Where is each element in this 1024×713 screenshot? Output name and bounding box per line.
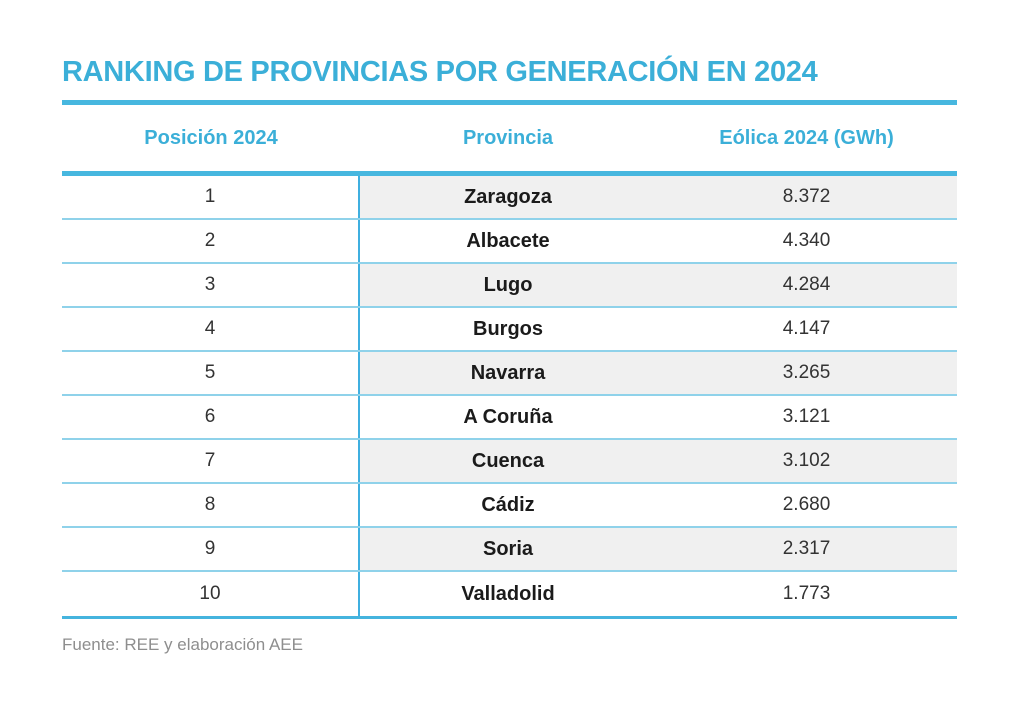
source-note: Fuente: REE y elaboración AEE — [62, 635, 303, 654]
table-row: 3 Lugo 4.284 — [62, 264, 957, 308]
figure-content: RANKING DE PROVINCIAS POR GENERACIÓN EN … — [62, 0, 957, 655]
table-row: 6 A Coruña 3.121 — [62, 396, 957, 440]
cell-position: 7 — [62, 440, 360, 482]
table-row: 5 Navarra 3.265 — [62, 352, 957, 396]
cell-position: 4 — [62, 308, 360, 350]
page-title: RANKING DE PROVINCIAS POR GENERACIÓN EN … — [62, 56, 818, 88]
cell-province: A Coruña — [463, 405, 553, 428]
title-underline-rule — [62, 100, 957, 105]
cell-generation: 1.773 — [782, 583, 831, 604]
column-header-generation: Eólica 2024 (GWh) — [719, 126, 894, 149]
cell-generation: 8.372 — [656, 176, 957, 218]
cell-position: 5 — [62, 352, 360, 394]
cell-generation: 4.340 — [782, 230, 831, 251]
cell-position: 10 — [62, 572, 360, 616]
cell-province: Lugo — [360, 264, 656, 306]
cell-province: Soria — [360, 528, 656, 570]
cell-position: 8 — [62, 484, 360, 526]
cell-position: 1 — [62, 176, 360, 218]
cell-province: Navarra — [360, 352, 656, 394]
column-header-position: Posición 2024 — [144, 126, 278, 149]
table-header-row: Posición 2024 Provincia Eólica 2024 (GWh… — [62, 105, 957, 171]
cell-generation: 4.147 — [782, 318, 831, 339]
cell-position: 6 — [62, 396, 360, 438]
table-row: 4 Burgos 4.147 — [62, 308, 957, 352]
cell-generation: 4.284 — [656, 264, 957, 306]
cell-generation: 3.102 — [656, 440, 957, 482]
table-row: 2 Albacete 4.340 — [62, 220, 957, 264]
column-header-province: Provincia — [462, 126, 554, 149]
cell-generation: 3.265 — [656, 352, 957, 394]
cell-province: Valladolid — [461, 582, 555, 605]
cell-province: Cádiz — [481, 493, 535, 516]
cell-province: Cuenca — [360, 440, 656, 482]
cell-generation: 2.680 — [782, 494, 831, 515]
table-row: 7 Cuenca 3.102 — [62, 440, 957, 484]
table-row: 1 Zaragoza 8.372 — [62, 176, 957, 220]
cell-province: Zaragoza — [360, 176, 656, 218]
cell-position: 9 — [62, 528, 360, 570]
ranking-table: Posición 2024 Provincia Eólica 2024 (GWh… — [62, 105, 957, 619]
table-row: 9 Soria 2.317 — [62, 528, 957, 572]
cell-province: Albacete — [466, 229, 550, 252]
cell-generation: 2.317 — [656, 528, 957, 570]
cell-position: 2 — [62, 220, 360, 262]
header-rule — [62, 171, 957, 176]
cell-position: 3 — [62, 264, 360, 306]
cell-province: Burgos — [473, 317, 543, 340]
table-row: 10 Valladolid 1.773 — [62, 572, 957, 616]
table-row: 8 Cádiz 2.680 — [62, 484, 957, 528]
cell-generation: 3.121 — [782, 406, 831, 427]
table-body: 1 Zaragoza 8.372 2 Albacete 4.340 3 Lugo… — [62, 176, 957, 619]
